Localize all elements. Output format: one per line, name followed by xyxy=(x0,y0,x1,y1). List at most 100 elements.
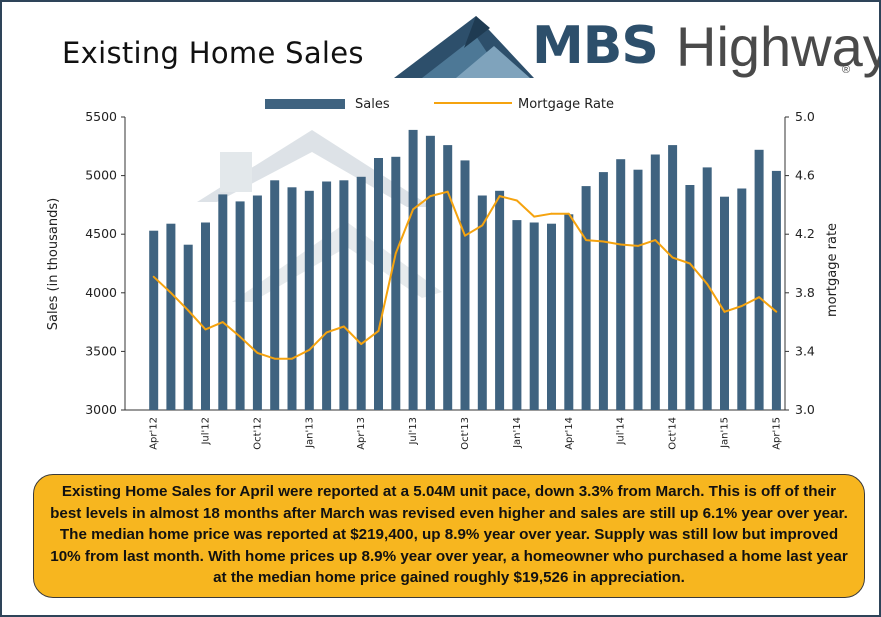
x-tick-label: Oct'13 xyxy=(460,417,471,450)
sales-bar xyxy=(737,188,747,410)
sales-bar xyxy=(633,169,643,410)
mortgage-rate-point xyxy=(204,328,207,331)
x-tick-label: Jan'15 xyxy=(719,417,730,449)
sales-bar xyxy=(149,230,159,410)
mortgage-rate-point xyxy=(446,190,449,193)
y2-tick-label: 3.4 xyxy=(795,343,815,358)
y2-tick-label: 3.8 xyxy=(795,285,815,300)
sales-bar xyxy=(616,159,626,410)
mortgage-rate-point xyxy=(567,212,570,215)
y2-tick-label: 3.0 xyxy=(795,402,815,417)
sales-bar xyxy=(270,180,280,410)
sales-bar xyxy=(702,167,712,410)
x-tick-label: Apr'12 xyxy=(149,417,160,450)
sales-bar xyxy=(512,220,522,410)
mortgage-rate-point xyxy=(689,262,691,265)
x-tick-label: Jul'13 xyxy=(408,417,419,446)
y-axis-label: Sales (in thousands) xyxy=(46,198,61,330)
mortgage-rate-point xyxy=(498,195,501,198)
mortgage-rate-point xyxy=(481,224,484,227)
y2-tick-label: 4.6 xyxy=(795,168,815,183)
mortgage-rate-point xyxy=(221,321,224,323)
sales-bar xyxy=(183,244,193,410)
mortgage-rate-point xyxy=(602,240,605,243)
mortgage-rate-point xyxy=(723,310,726,313)
mortgage-rate-point xyxy=(516,199,518,202)
mortgage-rate-point xyxy=(412,208,414,211)
mortgage-rate-point xyxy=(654,239,657,242)
sales-bar xyxy=(547,223,556,410)
mortgage-rate-point xyxy=(758,296,760,299)
sales-bar xyxy=(287,187,297,410)
sales-chart: 3000 3500 4000 4500 5000 5500 3.0 3.4 3.8 4.2 4.6… xyxy=(46,97,840,450)
y2-axis-label: mortgage rate xyxy=(825,223,840,317)
sales-bar xyxy=(754,149,764,411)
sales-bar xyxy=(685,185,695,410)
legend: Sales Mortgage Rate xyxy=(265,97,614,112)
sales-bar xyxy=(374,158,383,410)
legend-sales-swatch xyxy=(265,99,345,109)
y-tick-label: 5000 xyxy=(85,168,117,183)
mortgage-rate-point xyxy=(671,256,674,259)
mortgage-rate-point xyxy=(170,291,172,294)
sales-bar xyxy=(581,186,591,410)
sales-bar xyxy=(252,195,262,410)
x-tick-label: Apr'15 xyxy=(771,417,782,450)
sales-bar xyxy=(668,145,678,410)
sales-bar xyxy=(650,154,660,410)
mortgage-rate-point xyxy=(706,283,709,285)
mortgage-rate-point xyxy=(308,349,311,351)
mortgage-rate-point xyxy=(550,212,553,215)
brand-name-light: Highway xyxy=(676,15,881,78)
mortgage-rate-point xyxy=(273,357,276,360)
x-tick-label: Jan'13 xyxy=(304,417,315,449)
y2-tick-label: 4.2 xyxy=(795,226,815,241)
sales-bar xyxy=(529,222,539,410)
mortgage-rate-point xyxy=(187,309,190,312)
sales-bar xyxy=(720,196,729,410)
sales-bar xyxy=(771,170,781,410)
sales-bar xyxy=(391,156,401,410)
sales-bar xyxy=(218,194,228,410)
mortgage-rate-point xyxy=(775,310,778,313)
x-tick-label: Jul'12 xyxy=(201,417,212,446)
registered-mark: ® xyxy=(842,64,851,76)
sales-bar xyxy=(235,201,245,410)
sales-bar xyxy=(443,145,453,410)
sales-bar xyxy=(425,135,435,411)
y-tick-label: 5500 xyxy=(85,109,117,124)
x-tick-label: Oct'14 xyxy=(668,417,679,450)
house-watermark-icon xyxy=(197,130,442,302)
mortgage-rate-point xyxy=(291,357,293,360)
mortgage-rate-point xyxy=(464,234,466,237)
x-tick-label: Apr'14 xyxy=(564,417,575,450)
x-tick-label: Jul'14 xyxy=(616,417,627,446)
legend-sales-label: Sales xyxy=(355,97,390,112)
mortgage-rate-point xyxy=(619,243,622,246)
y-tick-label: 4000 xyxy=(85,285,117,300)
mortgage-rate-point xyxy=(637,245,639,247)
brand-name-bold: MBS xyxy=(532,16,659,76)
sales-bar xyxy=(598,172,608,410)
y-tick-label: 3500 xyxy=(85,343,117,358)
y-tick-label: 4500 xyxy=(85,226,117,241)
sales-bar xyxy=(356,176,366,410)
commentary-callout: Existing Home Sales for April were repor… xyxy=(33,474,865,598)
sales-bar xyxy=(408,129,418,410)
sales-bar xyxy=(201,222,210,410)
sales-bar xyxy=(166,223,176,410)
sales-bar xyxy=(460,160,470,410)
mortgage-rate-point xyxy=(394,252,397,255)
mortgage-rate-point xyxy=(533,215,536,218)
legend-rate-label: Mortgage Rate xyxy=(518,97,614,112)
sales-bar xyxy=(339,180,349,410)
mortgage-rate-point xyxy=(429,195,432,198)
sales-bar xyxy=(304,190,314,410)
sales-bar xyxy=(322,181,332,410)
mortgage-rate-point xyxy=(585,239,587,242)
mountain-icon xyxy=(394,16,534,78)
page-title: Existing Home Sales xyxy=(62,36,364,70)
brand-logo: MBS Highway ® xyxy=(394,10,879,90)
x-tick-label: Jan'14 xyxy=(512,417,523,449)
